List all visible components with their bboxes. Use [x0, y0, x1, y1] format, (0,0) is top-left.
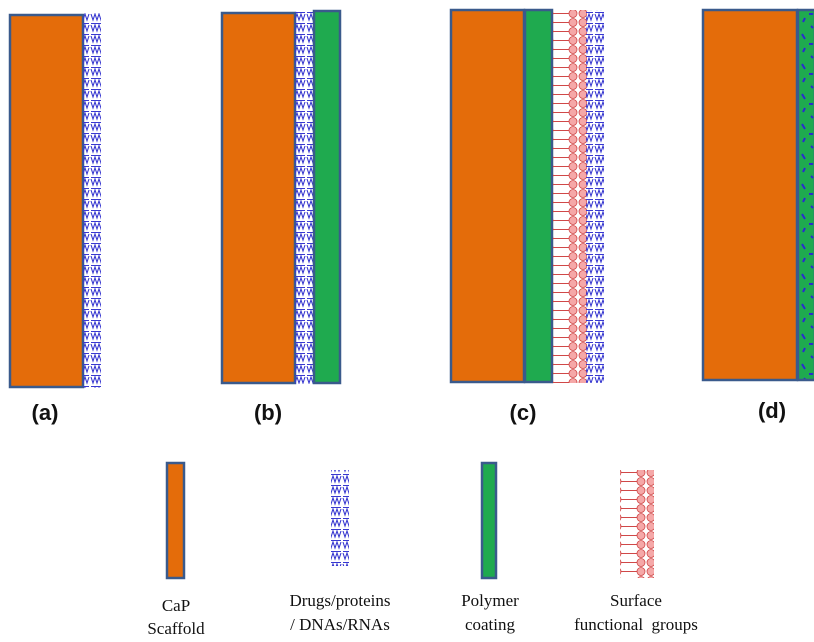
cap-scaffold	[451, 10, 524, 382]
legend-label: / DNAs/RNAs	[290, 615, 390, 634]
polymer-coating	[314, 11, 340, 383]
panel-label: (d)	[758, 398, 786, 423]
legend-label: Scaffold	[147, 619, 205, 638]
legend-label: Polymer	[461, 591, 519, 610]
panel-label: (c)	[510, 400, 537, 425]
page: (a) (b) (c) (d) CaP Scaffold Drugs/prote…	[0, 0, 814, 642]
mixed-coating	[798, 10, 814, 380]
legend-cap	[167, 463, 184, 578]
drug-layer	[295, 11, 313, 384]
drug-layer	[83, 13, 101, 388]
cap-scaffold	[10, 15, 83, 387]
polymer-coating	[525, 10, 552, 382]
legend-drug	[331, 470, 349, 566]
panel-label: (a)	[32, 400, 59, 425]
functional-layer	[553, 10, 587, 383]
panel-label: (b)	[254, 400, 282, 425]
legend-label: Drugs/proteins	[289, 591, 390, 610]
cap-scaffold	[703, 10, 797, 380]
legend-label: functional groups	[574, 615, 698, 634]
cap-scaffold	[222, 13, 295, 383]
legend-label: CaP	[162, 596, 190, 615]
legend-polymer	[482, 463, 496, 578]
legend-functional	[620, 470, 654, 578]
legend-label: Surface	[610, 591, 662, 610]
diagram: (a) (b) (c) (d) CaP Scaffold Drugs/prote…	[0, 0, 814, 642]
drug-layer	[586, 10, 604, 383]
legend-label: coating	[465, 615, 516, 634]
